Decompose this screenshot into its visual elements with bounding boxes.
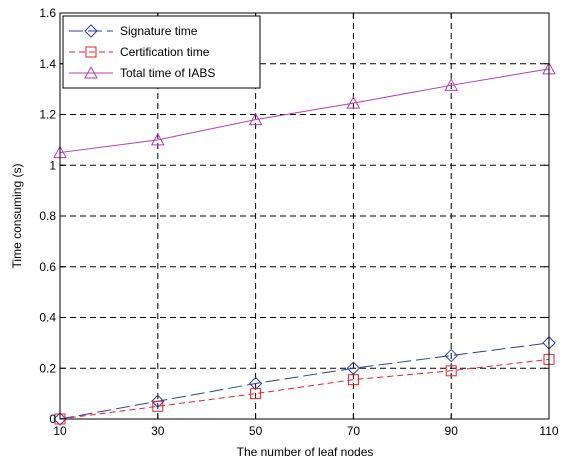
y-tick-label: 1.6 — [39, 6, 56, 20]
legend-label: Signature time — [120, 24, 198, 38]
data-point — [444, 348, 458, 363]
data-point — [53, 412, 67, 426]
x-tick-label: 30 — [151, 424, 165, 438]
y-tick-label: 1 — [49, 158, 56, 172]
x-tick-label: 10 — [53, 424, 67, 438]
series-layer — [53, 61, 556, 426]
data-point — [152, 400, 164, 412]
y-tick-label: 0 — [49, 412, 56, 426]
data-point — [248, 112, 263, 126]
legend-entry: Signature time — [69, 24, 198, 38]
legend-marker — [85, 46, 97, 58]
x-axis-label: The number of leaf nodes — [237, 445, 374, 459]
legend: Signature time Certification time Total ti… — [62, 15, 261, 89]
y-tick-label: 0.4 — [39, 311, 56, 325]
x-tick-label: 50 — [249, 424, 263, 438]
legend-label: Total time of IABS — [120, 66, 215, 80]
y-tick-label: 0.8 — [39, 209, 56, 223]
y-tick-label: 1.2 — [39, 108, 56, 122]
series-line — [59, 342, 550, 420]
data-point — [250, 388, 262, 400]
data-point — [445, 365, 457, 377]
legend-marker — [84, 24, 98, 38]
data-point — [347, 374, 359, 386]
series-line — [59, 68, 550, 154]
data-point — [151, 394, 165, 408]
legend-label: Certification time — [120, 45, 210, 59]
x-tick-label: 70 — [347, 424, 361, 438]
y-axis-label: Time consuming (s) — [10, 164, 24, 269]
data-point — [346, 96, 361, 109]
ticks: 10 30 50 70 90 110 0 0.2 0.4 0.6 0.8 1 1.2 1.4 1.6 — [39, 6, 559, 438]
y-tick-label: 1.4 — [39, 57, 56, 71]
x-tick-label: 110 — [539, 424, 558, 438]
data-point — [444, 78, 459, 91]
y-tick-label: 0.6 — [39, 260, 56, 274]
legend-entry: Certification time — [69, 45, 210, 59]
x-tick-label: 90 — [445, 424, 459, 438]
legend-marker — [84, 65, 98, 79]
series-line — [59, 358, 550, 420]
y-tick-label: 0.2 — [39, 361, 56, 375]
data-point — [150, 132, 165, 146]
legend-entry: Total time of IABS — [69, 65, 215, 80]
data-point — [248, 376, 263, 391]
